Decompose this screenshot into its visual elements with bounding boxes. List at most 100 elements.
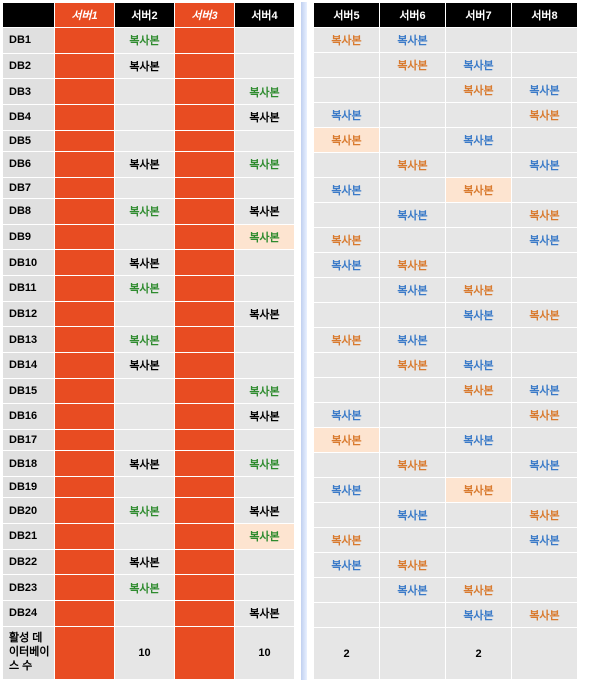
replica-label: 복사본 [129,335,159,347]
data-cell [55,575,115,601]
right-tbody: 복사본복사본복사본복사본복사본복사본복사본복사본복사본복사본복사본복사본복사본복… [314,28,578,680]
data-cell: 복사본 [115,352,175,378]
data-cell [115,79,175,105]
corner-cell [3,3,55,28]
replica-label: 복사본 [331,260,361,272]
data-cell [314,53,380,78]
data-cell: 복사본 [512,403,578,428]
data-cell: 복사본 [380,278,446,303]
table-row: DB18복사본복사본 [3,451,295,477]
data-cell [55,327,115,353]
data-cell [446,553,512,578]
data-cell [115,130,175,152]
data-cell [446,453,512,478]
replica-label: 복사본 [331,410,361,422]
table-row: 복사본복사본 [314,303,578,328]
footer-cell [55,626,115,679]
data-cell: 복사본 [380,353,446,378]
replica-label: 복사본 [129,35,159,47]
data-cell [175,327,235,353]
table-row: DB24복사본 [3,600,295,626]
db-label: DB17 [3,429,55,451]
table-row: 복사본 복사본 [314,403,578,428]
data-cell: 복사본 [314,128,380,153]
data-cell [380,228,446,253]
data-cell [55,199,115,225]
data-cell [446,253,512,278]
replica-label: 복사본 [249,459,279,471]
data-cell [235,352,295,378]
data-cell [175,549,235,575]
table-row: DB15복사본 [3,378,295,404]
data-cell [55,451,115,477]
data-cell [314,78,380,103]
replica-label: 복사본 [397,335,427,347]
db-label: DB12 [3,301,55,327]
data-cell [175,177,235,199]
db-label: DB13 [3,327,55,353]
data-cell: 복사본 [235,600,295,626]
data-cell [512,253,578,278]
data-cell: 복사본 [446,578,512,603]
data-cell: 복사본 [115,53,175,79]
db-label: DB9 [3,224,55,250]
data-cell: 복사본 [446,378,512,403]
table-row: 복사본복사본 [314,328,578,353]
table-row: 복사본복사본 [314,78,578,103]
left-table: 서버1서버2서버3서버4 DB1복사본DB2복사본DB3복사본DB4복사본DB5… [2,2,295,680]
data-cell [175,451,235,477]
data-cell: 복사본 [314,178,380,203]
db-label: DB7 [3,177,55,199]
footer-cell [175,626,235,679]
table-row: 복사본복사본 [314,203,578,228]
replica-label: 복사본 [331,110,361,122]
data-cell: 복사본 [512,203,578,228]
server-header: 서버2 [115,3,175,28]
data-cell: 복사본 [446,478,512,503]
right-header-row: 서버5서버6서버7서버8 [314,3,578,28]
db-label: DB3 [3,79,55,105]
table-row: 복사본복사본 [314,128,578,153]
data-cell [512,178,578,203]
table-row: 복사본복사본 [314,503,578,528]
data-cell: 복사본 [380,328,446,353]
footer-label: 활성 데이터베이스 수 [3,626,55,679]
data-cell: 복사본 [235,79,295,105]
replica-label: 복사본 [397,460,427,472]
gap-divider [301,2,307,680]
data-cell: 복사본 [380,253,446,278]
replica-label: 복사본 [529,110,559,122]
data-cell [55,549,115,575]
table-row: 복사본 복사본 [314,253,578,278]
table-row: DB3 복사본 [3,79,295,105]
replica-label: 복사본 [331,560,361,572]
data-cell [446,328,512,353]
data-cell: 복사본 [235,104,295,130]
data-cell [175,600,235,626]
replica-label: 복사본 [397,560,427,572]
data-cell: 복사본 [235,224,295,250]
table-row: DB17 [3,429,295,451]
data-cell [175,130,235,152]
db-label: DB18 [3,451,55,477]
data-cell [55,429,115,451]
data-cell [380,128,446,153]
server-header: 서버1 [55,3,115,28]
data-cell: 복사본 [235,404,295,430]
replica-label: 복사본 [463,185,493,197]
data-cell: 복사본 [314,403,380,428]
db-label: DB21 [3,524,55,550]
replica-label: 복사본 [529,310,559,322]
table-row: DB13 복사본 [3,327,295,353]
data-cell [512,278,578,303]
replica-label: 복사본 [529,160,559,172]
data-cell [175,498,235,524]
data-cell [235,575,295,601]
data-cell [115,301,175,327]
replica-label: 복사본 [129,557,159,569]
data-cell [314,203,380,228]
data-cell: 복사본 [512,103,578,128]
data-cell [380,528,446,553]
data-cell: 복사본 [235,199,295,225]
footer-cell [512,628,578,680]
